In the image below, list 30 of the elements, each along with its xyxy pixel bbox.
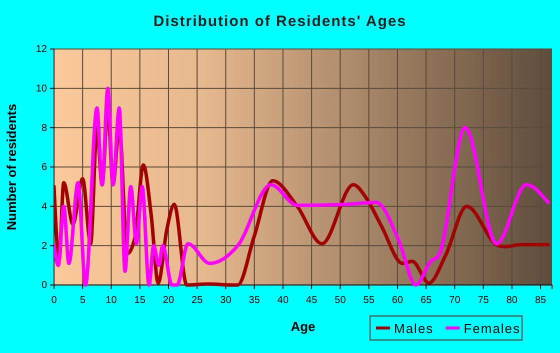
x-tick-label: 10 <box>106 295 118 306</box>
x-tick-label: 5 <box>80 295 86 306</box>
y-axis-title: Number of residents <box>4 104 19 230</box>
x-tick-label: 20 <box>162 295 174 306</box>
legend-label: Males <box>394 321 434 336</box>
y-tick-label: 4 <box>41 202 48 213</box>
x-axis-title: Age <box>290 319 316 334</box>
x-tick-label: 30 <box>220 295 232 306</box>
x-tick-label: 45 <box>306 295 318 306</box>
x-tick-label: 60 <box>392 295 404 306</box>
x-tick-label: 25 <box>192 295 204 306</box>
x-tick-label: 40 <box>277 295 289 306</box>
x-tick-label: 85 <box>534 295 547 306</box>
x-tick-label: 80 <box>506 295 518 306</box>
x-tick-label: 50 <box>334 295 346 306</box>
x-tick-label: 70 <box>449 295 461 306</box>
chart-title: Distribution of Residents' Ages <box>153 13 407 30</box>
x-tick-label: 35 <box>248 295 260 306</box>
x-tick-label: 75 <box>478 295 490 306</box>
x-tick-label: 15 <box>134 295 146 306</box>
y-tick-label: 0 <box>41 280 48 292</box>
x-tick-label: 0 <box>51 295 58 306</box>
y-tick-label: 2 <box>41 240 48 252</box>
legend-label: Females <box>464 321 521 336</box>
y-tick-label: 8 <box>41 122 48 134</box>
x-tick-label: 55 <box>363 295 375 306</box>
y-tick-label: 12 <box>36 44 48 56</box>
y-tick-label: 6 <box>41 162 48 174</box>
x-tick-label: 65 <box>420 295 432 306</box>
y-tick-label: 10 <box>36 84 48 95</box>
